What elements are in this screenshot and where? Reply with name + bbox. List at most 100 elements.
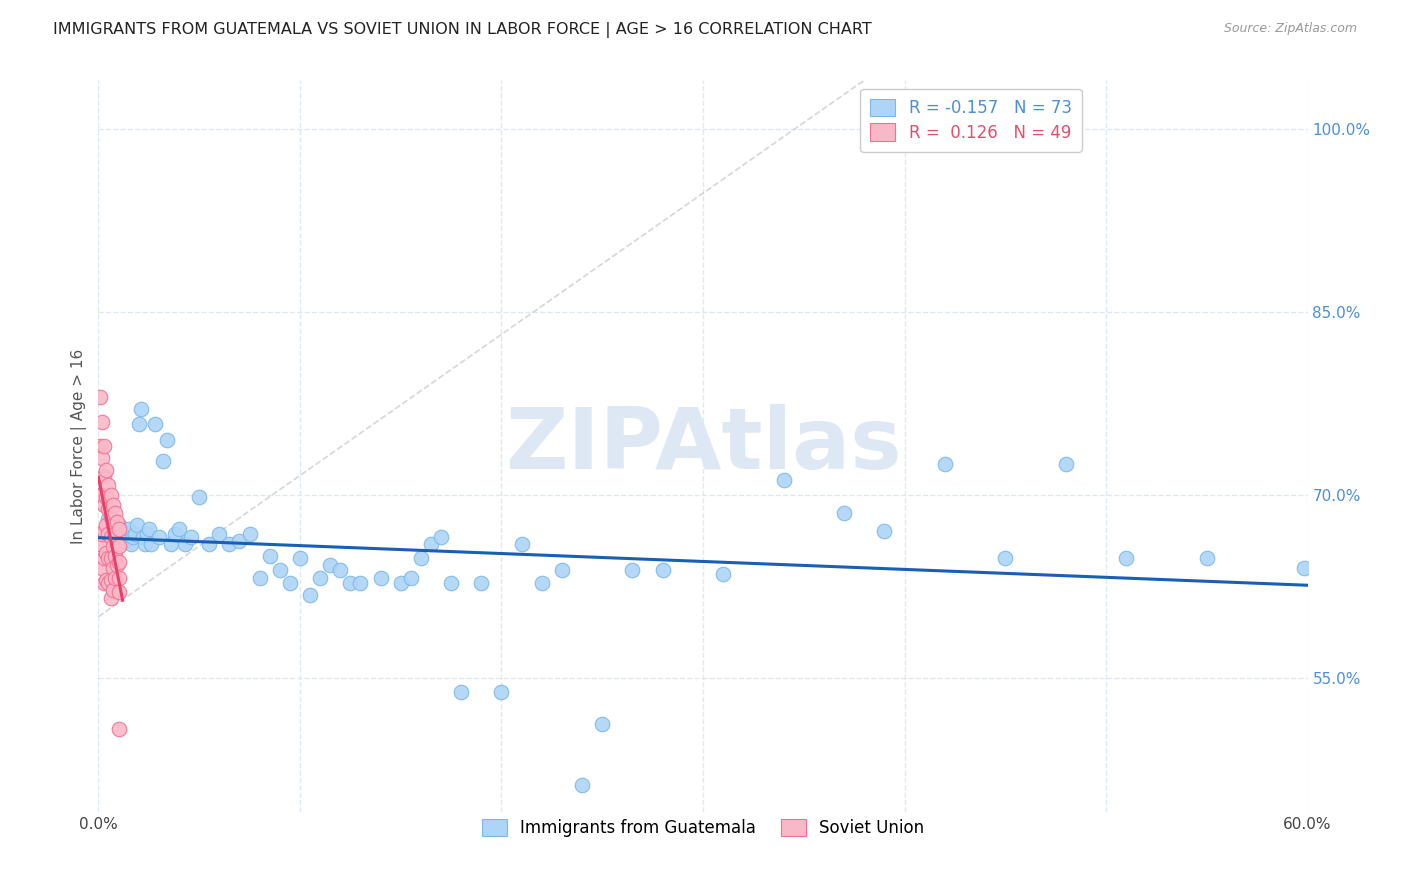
Point <box>91 561 114 575</box>
Point <box>100 591 122 606</box>
Text: Source: ZipAtlas.com: Source: ZipAtlas.com <box>1223 22 1357 36</box>
Point <box>100 488 122 502</box>
Point <box>278 575 301 590</box>
Point <box>100 530 122 544</box>
Point <box>103 571 125 585</box>
Point <box>105 536 128 550</box>
Point <box>128 417 150 431</box>
Point <box>105 558 128 573</box>
Point <box>143 417 166 431</box>
Point <box>299 588 322 602</box>
Point <box>530 575 553 590</box>
Point <box>101 522 124 536</box>
Point <box>107 722 129 736</box>
Point <box>89 390 111 404</box>
Point <box>1292 561 1315 575</box>
Point <box>134 536 156 550</box>
Point <box>188 490 211 504</box>
Point <box>156 433 179 447</box>
Point <box>208 526 231 541</box>
Point <box>97 478 120 492</box>
Point <box>139 536 162 550</box>
Point <box>167 522 190 536</box>
Point <box>832 506 855 520</box>
Y-axis label: In Labor Force | Age > 16: In Labor Force | Age > 16 <box>72 349 87 543</box>
Point <box>91 415 114 429</box>
Legend: Immigrants from Guatemala, Soviet Union: Immigrants from Guatemala, Soviet Union <box>475 812 931 844</box>
Point <box>772 473 794 487</box>
Point <box>160 536 183 550</box>
Point <box>97 512 120 526</box>
Point <box>96 546 118 560</box>
Point <box>101 518 124 533</box>
Point <box>96 490 118 504</box>
Point <box>152 453 174 467</box>
Point <box>97 575 120 590</box>
Point <box>101 561 124 575</box>
Point <box>249 571 271 585</box>
Point <box>93 551 115 566</box>
Point <box>198 536 221 550</box>
Point <box>89 536 111 550</box>
Point <box>103 506 125 520</box>
Point <box>239 526 262 541</box>
Point <box>329 563 352 577</box>
Point <box>101 582 124 597</box>
Point <box>132 530 155 544</box>
Point <box>107 555 129 569</box>
Point <box>124 526 146 541</box>
Point <box>309 571 332 585</box>
Point <box>121 530 143 544</box>
Text: IMMIGRANTS FROM GUATEMALA VS SOVIET UNION IN LABOR FORCE | AGE > 16 CORRELATION : IMMIGRANTS FROM GUATEMALA VS SOVIET UNIO… <box>53 22 872 38</box>
Point <box>621 563 644 577</box>
Point <box>288 551 311 566</box>
Point <box>93 498 115 512</box>
Point <box>97 551 120 566</box>
Point <box>91 451 114 466</box>
Point <box>1195 551 1218 566</box>
Point <box>339 575 361 590</box>
Point <box>101 498 124 512</box>
Point <box>114 534 136 549</box>
Point <box>97 526 120 541</box>
Point <box>107 518 129 533</box>
Point <box>138 522 160 536</box>
Point <box>118 522 141 536</box>
Point <box>551 563 574 577</box>
Point <box>107 585 129 599</box>
Point <box>93 439 115 453</box>
Point <box>107 522 129 536</box>
Point <box>89 488 111 502</box>
Point <box>409 551 432 566</box>
Point <box>96 573 118 587</box>
Point <box>129 402 152 417</box>
Point <box>259 549 281 563</box>
Point <box>399 571 422 585</box>
Point <box>651 563 673 577</box>
Point <box>101 539 124 553</box>
Point <box>111 530 134 544</box>
Point <box>135 526 157 541</box>
Point <box>1115 551 1137 566</box>
Text: ZIPAtlas: ZIPAtlas <box>505 404 901 488</box>
Point <box>93 469 115 483</box>
Point <box>218 536 240 550</box>
Point <box>389 575 412 590</box>
Point <box>91 526 114 541</box>
Point <box>105 515 128 529</box>
Point <box>125 518 148 533</box>
Point <box>93 575 115 590</box>
Point <box>97 502 120 516</box>
Point <box>370 571 392 585</box>
Point <box>491 685 513 699</box>
Point <box>91 488 114 502</box>
Point <box>120 536 142 550</box>
Point <box>571 778 593 792</box>
Point <box>934 458 956 472</box>
Point <box>1054 458 1077 472</box>
Point <box>180 530 202 544</box>
Point <box>873 524 896 539</box>
Point <box>100 573 122 587</box>
Point <box>450 685 472 699</box>
Point <box>148 530 170 544</box>
